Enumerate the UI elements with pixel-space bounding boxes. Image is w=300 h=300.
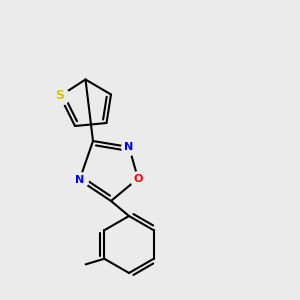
Text: N: N (124, 142, 134, 152)
Text: N: N (75, 175, 84, 185)
Text: S: S (56, 89, 64, 103)
Text: O: O (133, 173, 143, 184)
